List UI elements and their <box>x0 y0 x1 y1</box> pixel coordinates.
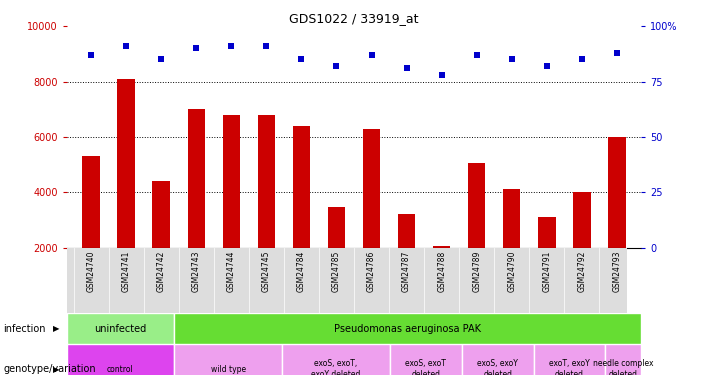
Text: exoS, exoT,
exoY deleted: exoS, exoT, exoY deleted <box>311 360 361 375</box>
Bar <box>608 137 626 248</box>
Text: control: control <box>107 364 134 374</box>
Point <box>226 43 237 49</box>
Bar <box>283 344 390 375</box>
Point <box>366 52 377 58</box>
Point <box>121 43 132 49</box>
Bar <box>398 214 415 248</box>
Bar <box>293 126 310 248</box>
Point <box>436 72 447 78</box>
Bar <box>175 313 641 344</box>
Text: infection: infection <box>4 324 46 333</box>
Bar <box>67 344 175 375</box>
Text: GSM24790: GSM24790 <box>508 251 516 292</box>
Bar <box>573 192 591 248</box>
Text: exoS, exoY
deleted: exoS, exoY deleted <box>477 360 518 375</box>
Point <box>191 45 202 51</box>
Bar <box>390 344 462 375</box>
Bar <box>433 246 451 248</box>
Bar <box>117 79 135 248</box>
Text: GSM24786: GSM24786 <box>367 251 376 292</box>
Text: GSM24793: GSM24793 <box>613 251 621 292</box>
Point <box>296 56 307 62</box>
Bar <box>606 344 641 375</box>
Text: GSM24792: GSM24792 <box>578 251 586 292</box>
Bar <box>67 313 175 344</box>
Text: ▶: ▶ <box>53 364 60 374</box>
Bar <box>533 344 606 375</box>
Bar <box>363 129 381 248</box>
Text: GSM24742: GSM24742 <box>157 251 165 292</box>
Point <box>611 50 622 56</box>
Text: genotype/variation: genotype/variation <box>4 364 96 374</box>
Text: GSM24785: GSM24785 <box>332 251 341 292</box>
Text: GSM24745: GSM24745 <box>262 251 271 292</box>
Point <box>576 56 587 62</box>
Title: GDS1022 / 33919_at: GDS1022 / 33919_at <box>290 12 418 25</box>
Bar <box>462 344 533 375</box>
Bar <box>258 115 275 248</box>
Point <box>86 52 97 58</box>
Bar <box>188 109 205 248</box>
Point <box>331 63 342 69</box>
Bar <box>153 181 170 248</box>
Text: needle complex
deleted: needle complex deleted <box>593 360 654 375</box>
Bar <box>468 163 485 248</box>
Point <box>261 43 272 49</box>
Text: exoT, exoY
deleted: exoT, exoY deleted <box>549 360 590 375</box>
Bar <box>503 189 521 248</box>
Text: GSM24788: GSM24788 <box>437 251 446 292</box>
Point <box>506 56 517 62</box>
Text: exoS, exoT
deleted: exoS, exoT deleted <box>405 360 447 375</box>
Text: GSM24791: GSM24791 <box>543 251 551 292</box>
Text: GSM24741: GSM24741 <box>122 251 130 292</box>
Text: GSM24744: GSM24744 <box>227 251 236 292</box>
Bar <box>328 207 346 248</box>
Text: GSM24789: GSM24789 <box>472 251 481 292</box>
Text: wild type: wild type <box>211 364 246 374</box>
Point <box>156 56 167 62</box>
Point <box>401 65 412 71</box>
Text: GSM24740: GSM24740 <box>87 251 95 292</box>
Point <box>471 52 482 58</box>
Text: uninfected: uninfected <box>95 324 147 333</box>
Bar <box>538 217 556 248</box>
Bar <box>223 115 240 248</box>
Text: GSM24743: GSM24743 <box>192 251 200 292</box>
Bar <box>175 344 283 375</box>
Point <box>541 63 552 69</box>
Text: GSM24784: GSM24784 <box>297 251 306 292</box>
Bar <box>83 156 100 248</box>
Text: Pseudomonas aeruginosa PAK: Pseudomonas aeruginosa PAK <box>334 324 482 333</box>
Text: GSM24787: GSM24787 <box>402 251 411 292</box>
Text: ▶: ▶ <box>53 324 60 333</box>
